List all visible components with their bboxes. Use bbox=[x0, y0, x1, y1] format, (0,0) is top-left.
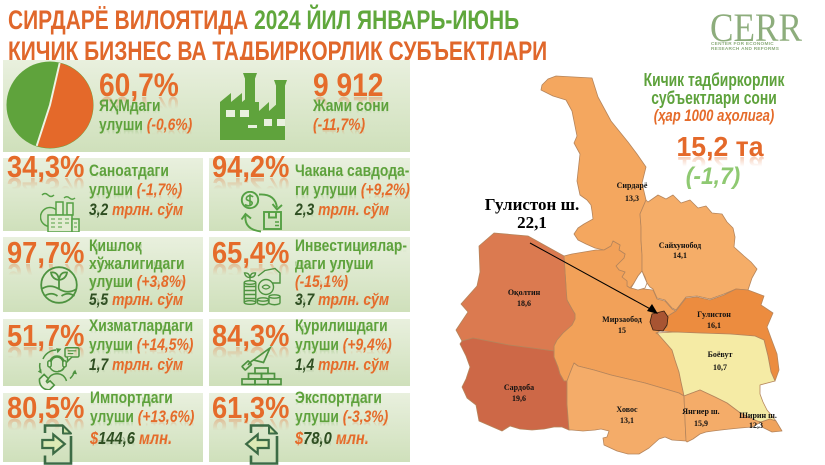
svg-text:Ховос: Ховос bbox=[616, 405, 638, 414]
svg-text:19,6: 19,6 bbox=[512, 394, 526, 403]
svg-text:Сирдарё: Сирдарё bbox=[617, 181, 648, 190]
svg-text:10,7: 10,7 bbox=[713, 363, 727, 372]
svg-text:15: 15 bbox=[618, 326, 626, 335]
svg-text:Гулистон: Гулистон bbox=[697, 310, 731, 319]
svg-text:14,1: 14,1 bbox=[673, 251, 687, 260]
svg-text:12,3: 12,3 bbox=[749, 421, 763, 430]
svg-text:Оқолтин: Оқолтин bbox=[508, 288, 541, 297]
svg-text:18,6: 18,6 bbox=[517, 299, 531, 308]
svg-text:Сардоба: Сардоба bbox=[504, 383, 534, 392]
svg-text:Ширин ш.: Ширин ш. bbox=[739, 411, 777, 420]
svg-text:15,9: 15,9 bbox=[694, 419, 708, 428]
svg-text:13,3: 13,3 bbox=[625, 194, 639, 203]
svg-text:Янгиер ш.: Янгиер ш. bbox=[682, 407, 719, 416]
svg-text:16,1: 16,1 bbox=[707, 321, 721, 330]
svg-text:Боёвут: Боёвут bbox=[708, 350, 733, 359]
svg-text:Сайхунобод: Сайхунобод bbox=[659, 241, 701, 250]
svg-text:13,1: 13,1 bbox=[620, 416, 634, 425]
svg-text:Мирзаобод: Мирзаобод bbox=[602, 315, 642, 324]
